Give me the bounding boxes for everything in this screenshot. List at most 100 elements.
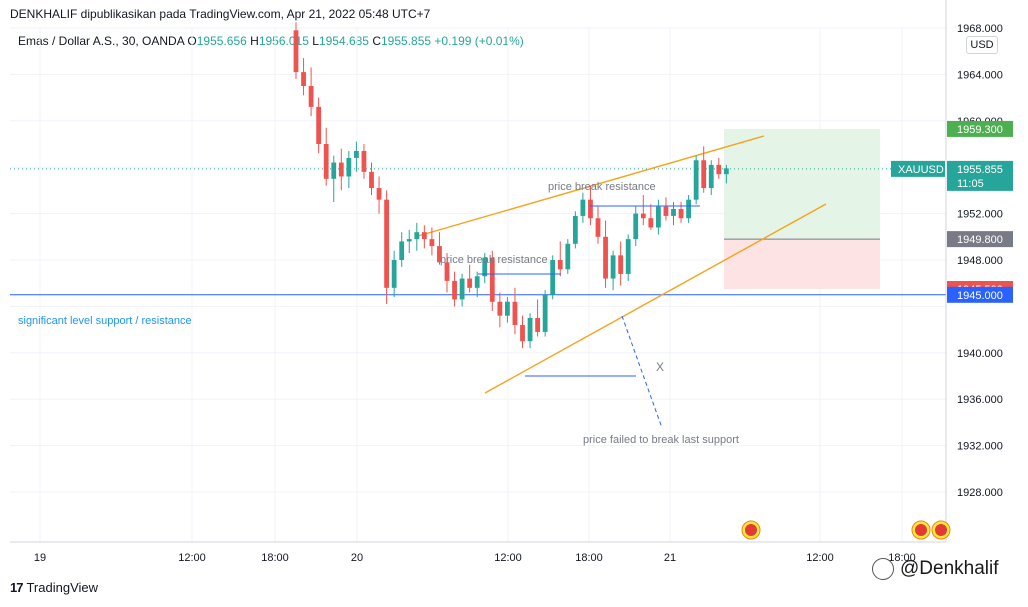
change-value: +0.199 (+0.01%)	[434, 34, 524, 48]
price-tick: 1940.000	[957, 348, 1003, 360]
candle-body	[444, 262, 450, 281]
publish-caption: DENKHALIF dipublikasikan pada TradingVie…	[10, 7, 431, 21]
entry-tag: 1949.800	[957, 234, 1003, 246]
take-profit-tag: 1959.300	[957, 124, 1003, 136]
last-price-tag-bg	[947, 160, 1013, 191]
candle-body	[693, 160, 699, 200]
annotation-break-resistance-2: price break resistance	[548, 181, 656, 193]
candle-body	[482, 257, 488, 277]
symbol-tag-bg	[891, 160, 945, 177]
candle-body	[595, 218, 601, 237]
candle-body	[316, 106, 322, 144]
support-level-tag-bg	[947, 286, 1013, 303]
candle-body	[338, 162, 344, 177]
candle-body	[580, 199, 586, 216]
candle-body	[633, 213, 639, 240]
candle-body	[512, 301, 518, 325]
chat-icon	[872, 558, 894, 580]
support-level-tag: 1945.000	[957, 290, 1003, 302]
candlestick-series	[293, 22, 729, 349]
candle-body	[459, 278, 465, 300]
currency-selector[interactable]: USD	[966, 36, 998, 54]
candle-body	[588, 199, 593, 219]
candle-body	[708, 164, 714, 189]
channel-lower-line	[484, 203, 827, 394]
candle-body	[421, 232, 427, 240]
entry-tag-bg	[947, 231, 1013, 248]
open-value: 1955.656	[196, 34, 247, 48]
close-value: 1955.855	[381, 34, 432, 48]
candle-body	[618, 255, 624, 274]
annotation-failed-support: price failed to break last support	[583, 434, 739, 446]
price-tick: 1928.000	[957, 487, 1003, 499]
price-tick: 1952.000	[957, 209, 1003, 221]
take-profit-tag-bg	[947, 120, 1013, 137]
time-tick: 12:00	[178, 552, 206, 564]
candle-body	[437, 246, 442, 263]
author-watermark: @Denkhalif	[872, 558, 999, 580]
brand-name: TradingView	[26, 580, 99, 595]
last-price-tag: 1955.855	[957, 164, 1003, 176]
candle-body	[557, 260, 563, 270]
candle-body	[648, 218, 654, 228]
candle-body	[369, 171, 374, 189]
time-tick: 19	[34, 552, 46, 564]
price-tick: 1936.000	[957, 394, 1003, 406]
price-tick: 1932.000	[957, 441, 1003, 453]
candle-body	[671, 208, 676, 216]
countdown-label: 11:05	[957, 178, 984, 190]
us-flag-icon	[935, 524, 947, 536]
candle-body	[346, 157, 352, 177]
candle-body	[361, 150, 367, 172]
candle-body	[331, 162, 337, 179]
symbol-description: Emas / Dollar A.S., 30, OANDA	[18, 34, 185, 48]
symbol-tag: XAUUSD	[898, 164, 944, 176]
annotation-x-mark: X	[656, 360, 664, 374]
loss-zone	[724, 239, 880, 289]
candle-body	[406, 239, 412, 242]
us-flag-icon	[745, 524, 757, 536]
close-label: C	[372, 34, 381, 48]
candle-body	[610, 255, 616, 279]
candle-body	[308, 86, 314, 107]
support-level-label: significant level support / resistance	[18, 315, 192, 327]
candle-body	[663, 206, 669, 216]
candle-body	[399, 241, 405, 260]
candle-body	[474, 276, 480, 288]
candle-body	[603, 236, 608, 279]
us-flag-icon	[915, 524, 927, 536]
candle-body	[376, 188, 382, 200]
candle-body	[565, 243, 571, 270]
candle-body	[323, 144, 329, 179]
low-value: 1954.685	[318, 34, 369, 48]
candle-body	[686, 199, 691, 219]
candle-body	[701, 160, 707, 189]
tradingview-brand[interactable]: 17 TradingView	[10, 580, 98, 595]
low-label: L	[312, 34, 319, 48]
candle-body	[452, 280, 457, 300]
ohlc-legend: Emas / Dollar A.S., 30, OANDA O1955.656 …	[18, 34, 524, 48]
candle-body	[489, 257, 495, 302]
candle-body	[391, 260, 397, 288]
high-label: H	[250, 34, 259, 48]
time-tick: 20	[351, 552, 363, 564]
time-tick: 12:00	[494, 552, 522, 564]
channel-upper-line	[417, 135, 765, 237]
candle-body	[301, 72, 306, 86]
candle-body	[542, 294, 548, 332]
chart-annotations: price break resistance price break resist…	[18, 181, 739, 446]
time-tick: 21	[664, 552, 676, 564]
time-tick: 18:00	[888, 552, 916, 564]
candle-body	[520, 324, 525, 342]
candle-body	[497, 301, 503, 316]
candle-body	[505, 301, 510, 316]
tradingview-logo-icon: 17	[10, 580, 24, 595]
candle-body	[625, 239, 631, 274]
chart-axes: 1968.0001964.0001960.0001952.0001948.000…	[10, 0, 1013, 564]
candle-body	[550, 260, 556, 295]
arrow-failed-break	[621, 315, 663, 429]
position-zones	[724, 128, 880, 289]
candle-body	[640, 213, 646, 219]
price-tick: 1948.000	[957, 255, 1003, 267]
